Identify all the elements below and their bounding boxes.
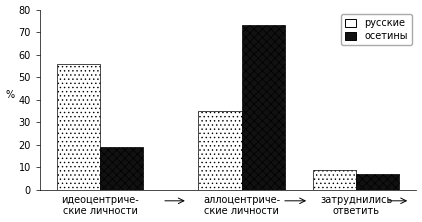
Bar xyxy=(57,64,100,190)
Legend: русские, осетины: русские, осетины xyxy=(341,14,411,45)
Y-axis label: %: % xyxy=(5,90,15,100)
Bar xyxy=(356,174,399,190)
Bar xyxy=(198,111,242,190)
Bar xyxy=(100,147,143,190)
Bar xyxy=(313,170,356,190)
Bar xyxy=(242,25,285,190)
